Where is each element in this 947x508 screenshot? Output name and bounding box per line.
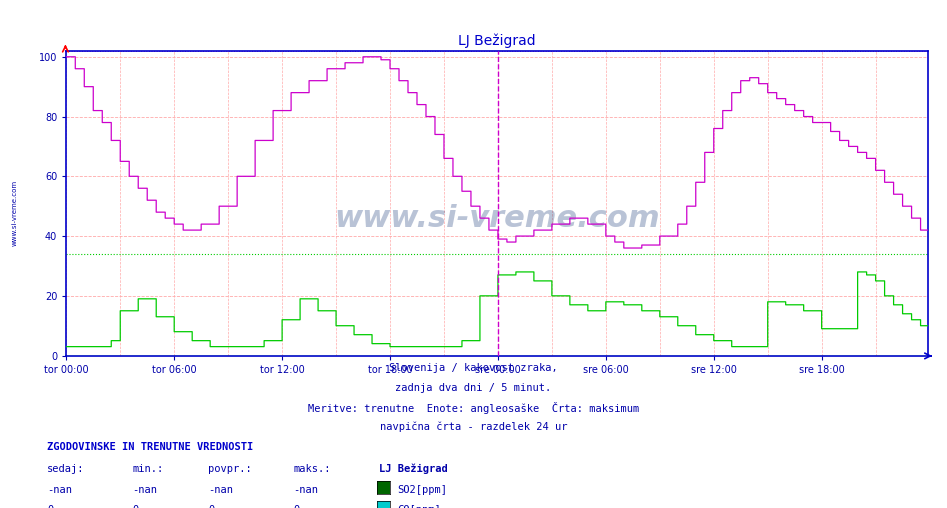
Text: LJ Bežigrad: LJ Bežigrad (379, 464, 448, 474)
Text: CO[ppm]: CO[ppm] (398, 505, 441, 508)
Text: 0: 0 (133, 505, 139, 508)
Text: ZGODOVINSKE IN TRENUTNE VREDNOSTI: ZGODOVINSKE IN TRENUTNE VREDNOSTI (47, 441, 254, 452)
Text: navpična črta - razdelek 24 ur: navpična črta - razdelek 24 ur (380, 421, 567, 432)
Text: min.:: min.: (133, 464, 164, 474)
Text: -nan: -nan (47, 485, 72, 495)
Text: Slovenija / kakovost zraka,: Slovenija / kakovost zraka, (389, 363, 558, 373)
Text: sedaj:: sedaj: (47, 464, 85, 474)
Text: Meritve: trenutne  Enote: angleosaške  Črta: maksimum: Meritve: trenutne Enote: angleosaške Črt… (308, 402, 639, 414)
Text: -nan: -nan (133, 485, 157, 495)
Text: -nan: -nan (208, 485, 233, 495)
Text: www.si-vreme.com: www.si-vreme.com (334, 204, 660, 233)
Text: 0: 0 (208, 505, 215, 508)
Text: www.si-vreme.com: www.si-vreme.com (11, 180, 17, 246)
Text: zadnja dva dni / 5 minut.: zadnja dva dni / 5 minut. (396, 383, 551, 393)
Title: LJ Bežigrad: LJ Bežigrad (458, 34, 536, 48)
Text: maks.:: maks.: (294, 464, 331, 474)
Text: -nan: -nan (294, 485, 318, 495)
Text: 0: 0 (47, 505, 54, 508)
Text: SO2[ppm]: SO2[ppm] (398, 485, 448, 495)
Text: 0: 0 (294, 505, 300, 508)
Text: povpr.:: povpr.: (208, 464, 252, 474)
